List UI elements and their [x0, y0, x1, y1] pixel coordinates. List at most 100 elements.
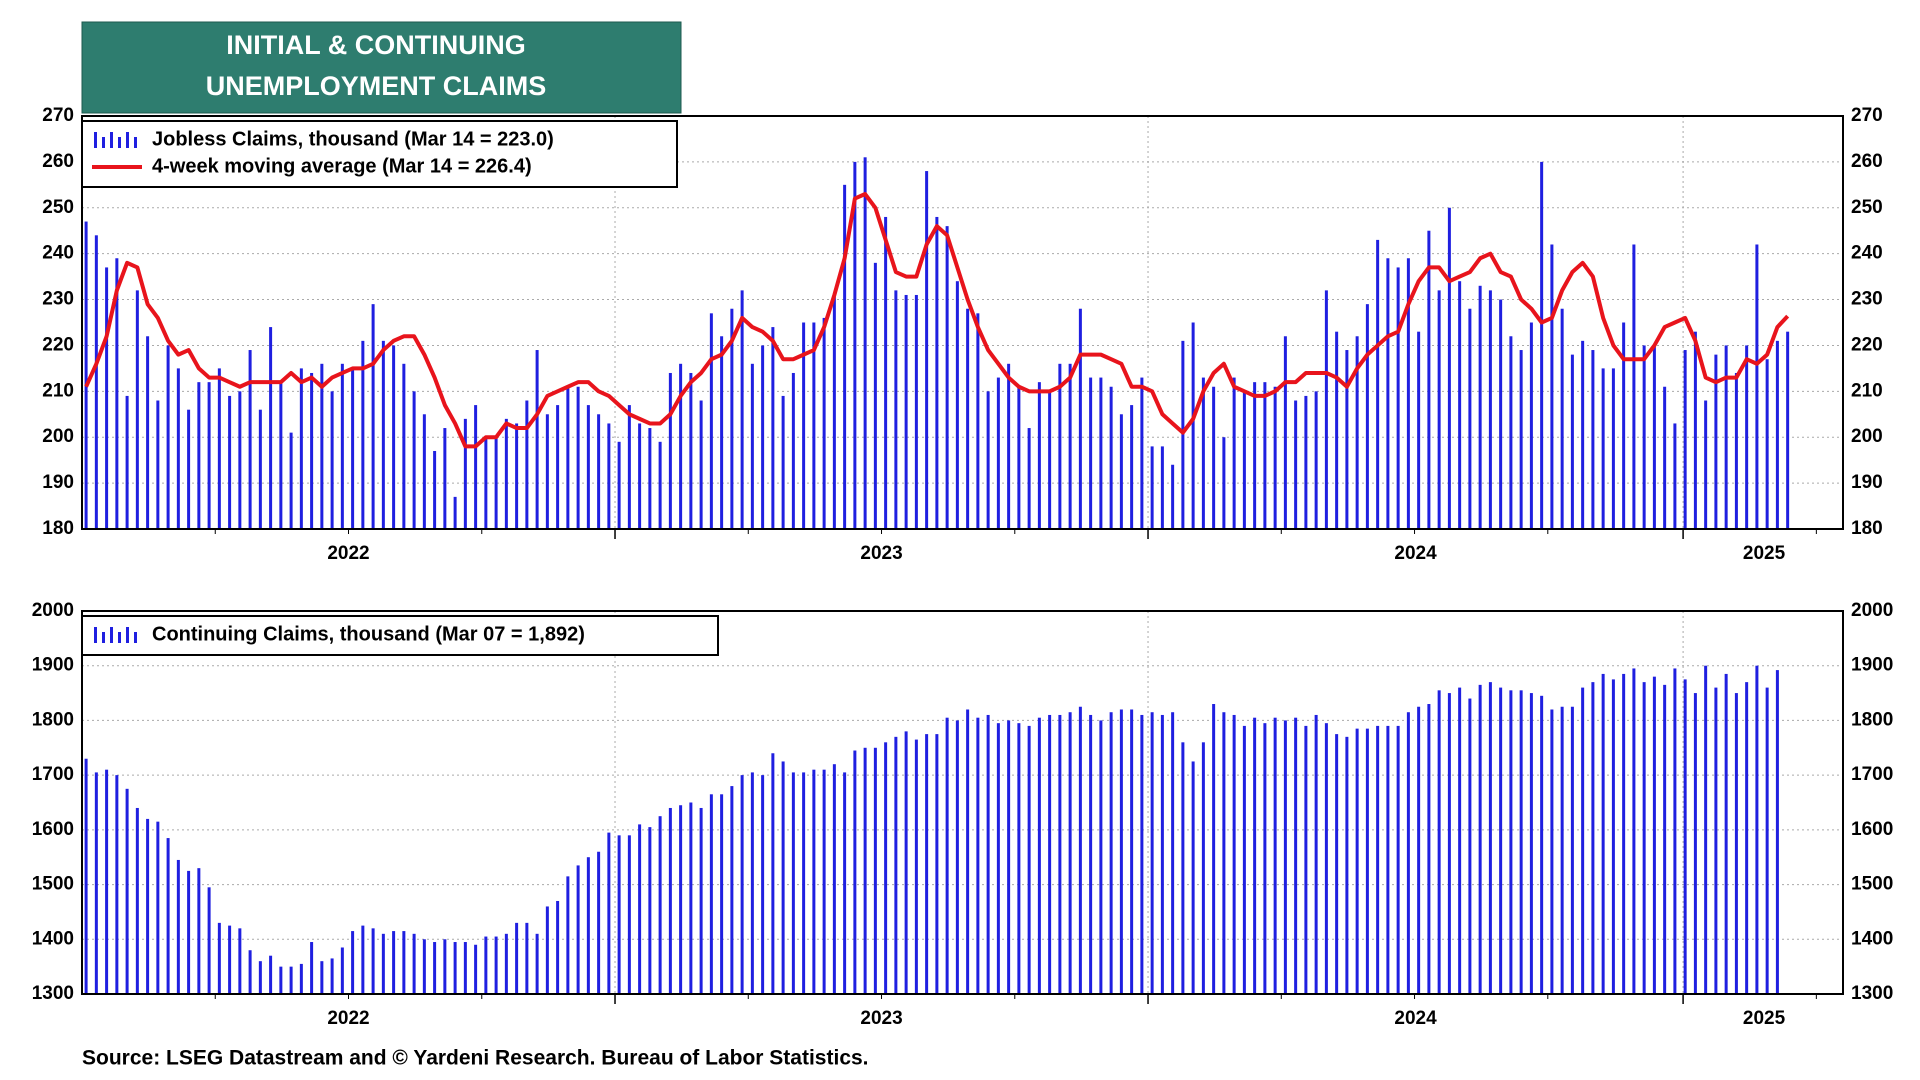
bar: [207, 887, 211, 994]
bar: [904, 294, 908, 529]
bar: [238, 391, 242, 529]
plot-frame: [81, 115, 1844, 530]
bar: [1714, 354, 1718, 529]
bar: [1294, 717, 1298, 994]
bar: [1345, 350, 1349, 529]
bar: [668, 807, 672, 994]
bar: [1119, 414, 1123, 529]
bar: [566, 876, 570, 994]
y-tick-label: 230: [1851, 289, 1883, 310]
y-tick-label: 1500: [32, 874, 74, 895]
bar: [1212, 386, 1216, 529]
bar: [1458, 687, 1462, 994]
y-tick-label: 240: [1851, 243, 1883, 264]
bar: [679, 363, 683, 529]
bar: [1468, 698, 1472, 994]
bar: [1324, 290, 1328, 529]
bar: [853, 750, 857, 994]
bar: [863, 157, 867, 530]
bar: [1704, 400, 1708, 529]
bar: [258, 409, 262, 529]
bar: [1263, 382, 1267, 529]
bar: [453, 942, 457, 994]
bar: [310, 942, 314, 994]
bar: [197, 382, 201, 529]
bar: [402, 931, 406, 994]
bar: [1181, 742, 1185, 994]
bar: [412, 933, 416, 994]
bar: [351, 368, 355, 529]
bar: [1622, 322, 1626, 529]
bar: [945, 226, 949, 529]
bar: [1263, 723, 1267, 994]
bar: [1212, 704, 1216, 994]
bar: [1130, 709, 1134, 994]
bar: [996, 377, 1000, 529]
y-tick-label: 230: [42, 289, 74, 310]
bar: [1365, 304, 1369, 529]
bar: [1037, 717, 1041, 994]
x-tick-label: 2025: [1743, 543, 1786, 564]
bar: [761, 345, 765, 529]
bar: [1304, 395, 1308, 529]
bar: [1324, 723, 1328, 994]
chart-title: INITIAL & CONTINUING: [226, 30, 526, 60]
bar: [515, 423, 519, 529]
bar: [802, 322, 806, 529]
bar: [658, 816, 662, 994]
bar: [197, 868, 201, 994]
bar: [217, 368, 221, 529]
bar: [1119, 709, 1123, 994]
title-box: [81, 21, 682, 114]
bar: [1007, 720, 1011, 994]
legend-label: 4-week moving average (Mar 14 = 226.4): [152, 155, 532, 177]
bar: [1601, 368, 1605, 529]
bar: [351, 931, 355, 994]
bar: [494, 936, 498, 994]
bar: [1734, 693, 1738, 994]
bar: [925, 171, 929, 530]
bar: [433, 942, 437, 994]
legend-swatch: [118, 632, 121, 643]
bar: [709, 794, 713, 994]
bar: [1232, 377, 1236, 529]
bar: [1591, 682, 1595, 994]
bar: [279, 382, 283, 529]
bar: [474, 405, 478, 529]
bar: [187, 409, 191, 529]
y-tick-label: 260: [1851, 151, 1883, 172]
bar: [1488, 290, 1492, 529]
bar: [556, 900, 560, 994]
bar: [330, 958, 334, 994]
bar: [556, 405, 560, 529]
bar: [135, 807, 139, 994]
bar: [822, 769, 826, 994]
bar: [1386, 258, 1390, 529]
bar: [381, 933, 385, 994]
bar: [1550, 244, 1554, 529]
bar: [535, 933, 539, 994]
bar: [1765, 687, 1769, 994]
bar: [1037, 382, 1041, 529]
bar: [1652, 345, 1656, 529]
bar: [1611, 679, 1615, 994]
bar: [986, 391, 990, 529]
bar: [1509, 336, 1513, 529]
bar: [1427, 230, 1431, 529]
bar: [94, 772, 98, 994]
x-tick-label: 2023: [860, 543, 902, 564]
bar: [433, 450, 437, 529]
y-tick-label: 180: [1851, 518, 1883, 539]
bar: [1734, 372, 1738, 529]
bar: [1581, 340, 1585, 529]
bar: [1417, 706, 1421, 994]
bar: [1775, 670, 1779, 994]
bar: [812, 322, 816, 529]
bar: [1396, 725, 1400, 994]
bar: [1529, 693, 1533, 994]
bar: [1335, 331, 1339, 529]
bar: [1458, 281, 1462, 529]
plot-frame: [81, 610, 1844, 995]
bar: [1201, 742, 1205, 994]
